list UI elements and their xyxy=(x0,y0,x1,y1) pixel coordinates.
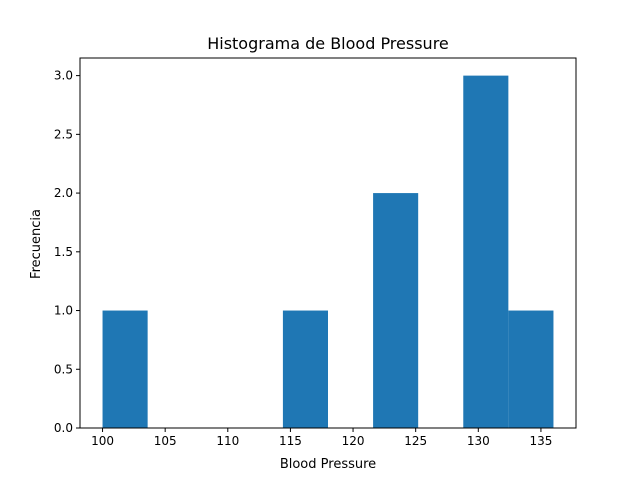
histogram-bar xyxy=(102,310,148,428)
x-tick-label: 130 xyxy=(467,434,490,448)
histogram-bar xyxy=(508,310,554,428)
y-tick-label: 2.0 xyxy=(54,186,73,200)
histogram-bar xyxy=(282,310,328,428)
y-axis-ticks: 0.0 0.5 1.0 1.5 2.0 2.5 3.0 xyxy=(54,69,80,435)
x-axis-label: Blood Pressure xyxy=(280,457,376,472)
x-tick-label: 125 xyxy=(404,434,427,448)
x-tick-label: 135 xyxy=(529,434,552,448)
y-axis-label: Frecuencia xyxy=(29,209,44,279)
x-tick-label: 110 xyxy=(216,434,239,448)
y-tick-label: 0.5 xyxy=(54,362,73,376)
histogram-bar xyxy=(463,75,509,428)
plot-frame xyxy=(79,57,577,429)
y-tick-label: 0.0 xyxy=(54,421,73,435)
y-tick-label: 1.0 xyxy=(54,304,73,318)
y-tick-label: 1.5 xyxy=(54,245,73,259)
x-tick-label: 115 xyxy=(279,434,302,448)
y-tick-label: 3.0 xyxy=(54,69,73,83)
bars-group xyxy=(102,75,554,428)
x-axis-ticks: 100 105 110 115 120 125 130 135 xyxy=(91,428,552,448)
y-tick-label: 2.5 xyxy=(54,127,73,141)
histogram-bar xyxy=(373,193,419,428)
x-tick-label: 105 xyxy=(154,434,177,448)
chart-title: Histograma de Blood Pressure xyxy=(207,34,449,53)
x-tick-label: 100 xyxy=(91,434,114,448)
x-tick-label: 120 xyxy=(342,434,365,448)
